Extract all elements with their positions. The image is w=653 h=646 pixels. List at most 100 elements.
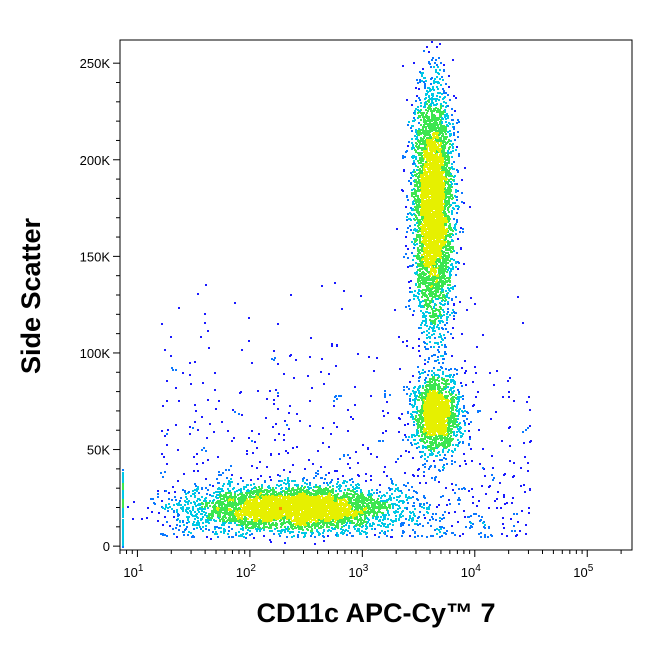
event-dot <box>414 110 416 112</box>
event-dot <box>402 65 404 67</box>
event-dot <box>407 124 409 126</box>
event-dot <box>431 308 433 310</box>
event-dot <box>245 496 247 498</box>
event-dot <box>178 514 180 516</box>
event-dot <box>295 484 297 486</box>
event-dot <box>361 519 363 521</box>
event-dot <box>359 495 361 497</box>
event-dot <box>251 514 253 516</box>
event-dot <box>275 501 277 503</box>
event-dot <box>253 505 255 507</box>
event-dot <box>314 543 316 545</box>
event-dot <box>449 503 451 505</box>
event-dot <box>344 494 346 496</box>
event-dot <box>280 512 282 514</box>
event-dot <box>229 509 231 511</box>
event-dot <box>431 516 433 518</box>
event-dot <box>302 513 304 515</box>
event-dot <box>451 312 453 314</box>
event-dot <box>443 92 445 94</box>
event-dot <box>234 516 236 518</box>
event-dot <box>227 483 229 485</box>
event-dot <box>278 480 280 482</box>
event-dot <box>319 514 321 516</box>
event-dot <box>344 516 346 518</box>
event-dot <box>424 83 426 85</box>
event-dot <box>293 494 295 496</box>
event-dot <box>345 503 347 505</box>
event-dot <box>271 530 273 532</box>
event-dot <box>280 519 282 521</box>
event-dot <box>456 212 458 214</box>
event-dot <box>443 64 445 66</box>
event-dot <box>445 133 447 135</box>
event-dot <box>336 513 338 515</box>
event-dot <box>418 134 420 136</box>
event-dot <box>445 118 447 120</box>
event-dot <box>315 486 317 488</box>
event-dot <box>195 505 197 507</box>
event-dot <box>438 362 440 364</box>
event-dot <box>201 510 203 512</box>
event-dot <box>269 504 271 506</box>
event-dot <box>275 505 277 507</box>
event-dot <box>259 502 261 504</box>
event-dot <box>299 521 301 523</box>
event-dot <box>268 520 270 522</box>
event-dot <box>222 517 224 519</box>
event-dot <box>384 523 386 525</box>
event-dot <box>373 499 375 501</box>
event-dot <box>258 486 260 488</box>
event-dot <box>240 498 242 500</box>
event-dot <box>225 510 227 512</box>
event-dot <box>447 252 449 254</box>
event-dot <box>248 527 250 529</box>
event-dot <box>437 108 439 110</box>
event-dot <box>368 496 370 498</box>
event-dot <box>345 513 347 515</box>
event-dot <box>204 514 206 516</box>
event-dot <box>314 527 316 529</box>
event-dot <box>382 519 384 521</box>
event-dot <box>146 517 148 519</box>
event-dot <box>288 488 290 490</box>
event-dot <box>402 515 404 517</box>
event-dot <box>418 345 420 347</box>
event-dot <box>235 518 237 520</box>
event-dot <box>348 489 350 491</box>
event-dot <box>462 231 464 233</box>
event-dot <box>447 303 449 305</box>
event-dot <box>405 253 407 255</box>
event-dot <box>350 490 352 492</box>
event-dot <box>313 486 315 488</box>
event-dot <box>423 50 425 52</box>
event-dot <box>367 518 369 520</box>
event-dot <box>423 148 425 150</box>
event-dot <box>435 271 437 273</box>
event-dot <box>216 507 218 509</box>
event-dot <box>252 499 254 501</box>
event-dot <box>304 503 306 505</box>
event-dot <box>426 112 428 114</box>
event-dot <box>418 128 420 130</box>
event-dot <box>434 234 436 236</box>
event-dot <box>308 517 310 519</box>
event-dot <box>279 507 281 509</box>
event-dot <box>428 508 430 510</box>
event-dot <box>360 512 362 514</box>
event-dot <box>324 520 326 522</box>
event-dot <box>387 518 389 520</box>
event-dot <box>186 516 188 518</box>
event-dot <box>426 502 428 504</box>
event-dot <box>372 508 374 510</box>
event-dot <box>445 195 447 197</box>
event-dot <box>237 520 239 522</box>
event-dot <box>361 506 363 508</box>
event-dot <box>254 517 256 519</box>
event-dot <box>224 512 226 514</box>
event-dot <box>416 95 418 97</box>
event-dot <box>361 508 363 510</box>
event-dot <box>302 498 304 500</box>
event-dot <box>376 506 378 508</box>
event-dot <box>171 499 173 501</box>
